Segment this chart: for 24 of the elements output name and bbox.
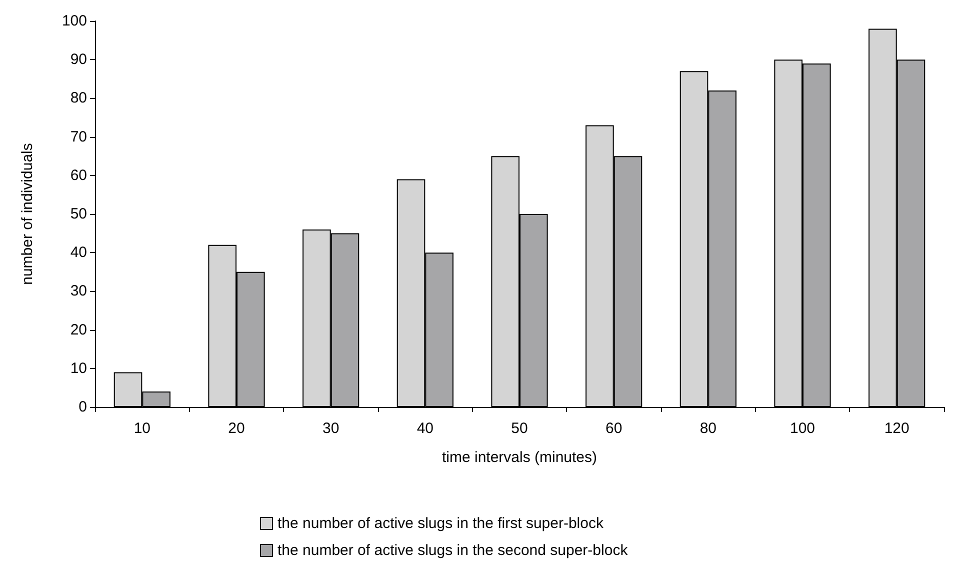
x-tick-label: 80 (700, 420, 717, 437)
x-tick-label: 20 (228, 420, 245, 437)
y-tick-label: 60 (70, 166, 87, 184)
x-axis-title: time intervals (minutes) (442, 449, 598, 466)
x-tick-label: 10 (134, 420, 151, 437)
y-tick-label: 40 (70, 244, 87, 262)
legend-label: the number of active slugs in the first super-block (278, 515, 604, 532)
legend-label: the number of active slugs in the second super-block (278, 542, 628, 559)
x-tick-label: 50 (511, 420, 528, 437)
x-tick-label: 60 (605, 420, 622, 437)
x-tick-label: 120 (884, 420, 910, 437)
y-tick-label: 100 (62, 12, 87, 30)
y-axis-title: number of individuals (19, 143, 36, 285)
y-tick-label: 50 (70, 206, 87, 222)
x-tick-label: 100 (790, 420, 816, 437)
y-tick-label: 0 (78, 398, 87, 416)
y-tick-label: 30 (70, 282, 87, 300)
y-tick-label: 70 (70, 128, 87, 146)
y-tick-label: 20 (70, 321, 87, 338)
y-tick-label: 90 (70, 51, 87, 68)
x-tick-label: 30 (322, 420, 340, 437)
y-tick-label: 10 (70, 360, 87, 377)
y-tick-label: 80 (70, 90, 87, 107)
x-tick-label: 40 (416, 420, 434, 437)
